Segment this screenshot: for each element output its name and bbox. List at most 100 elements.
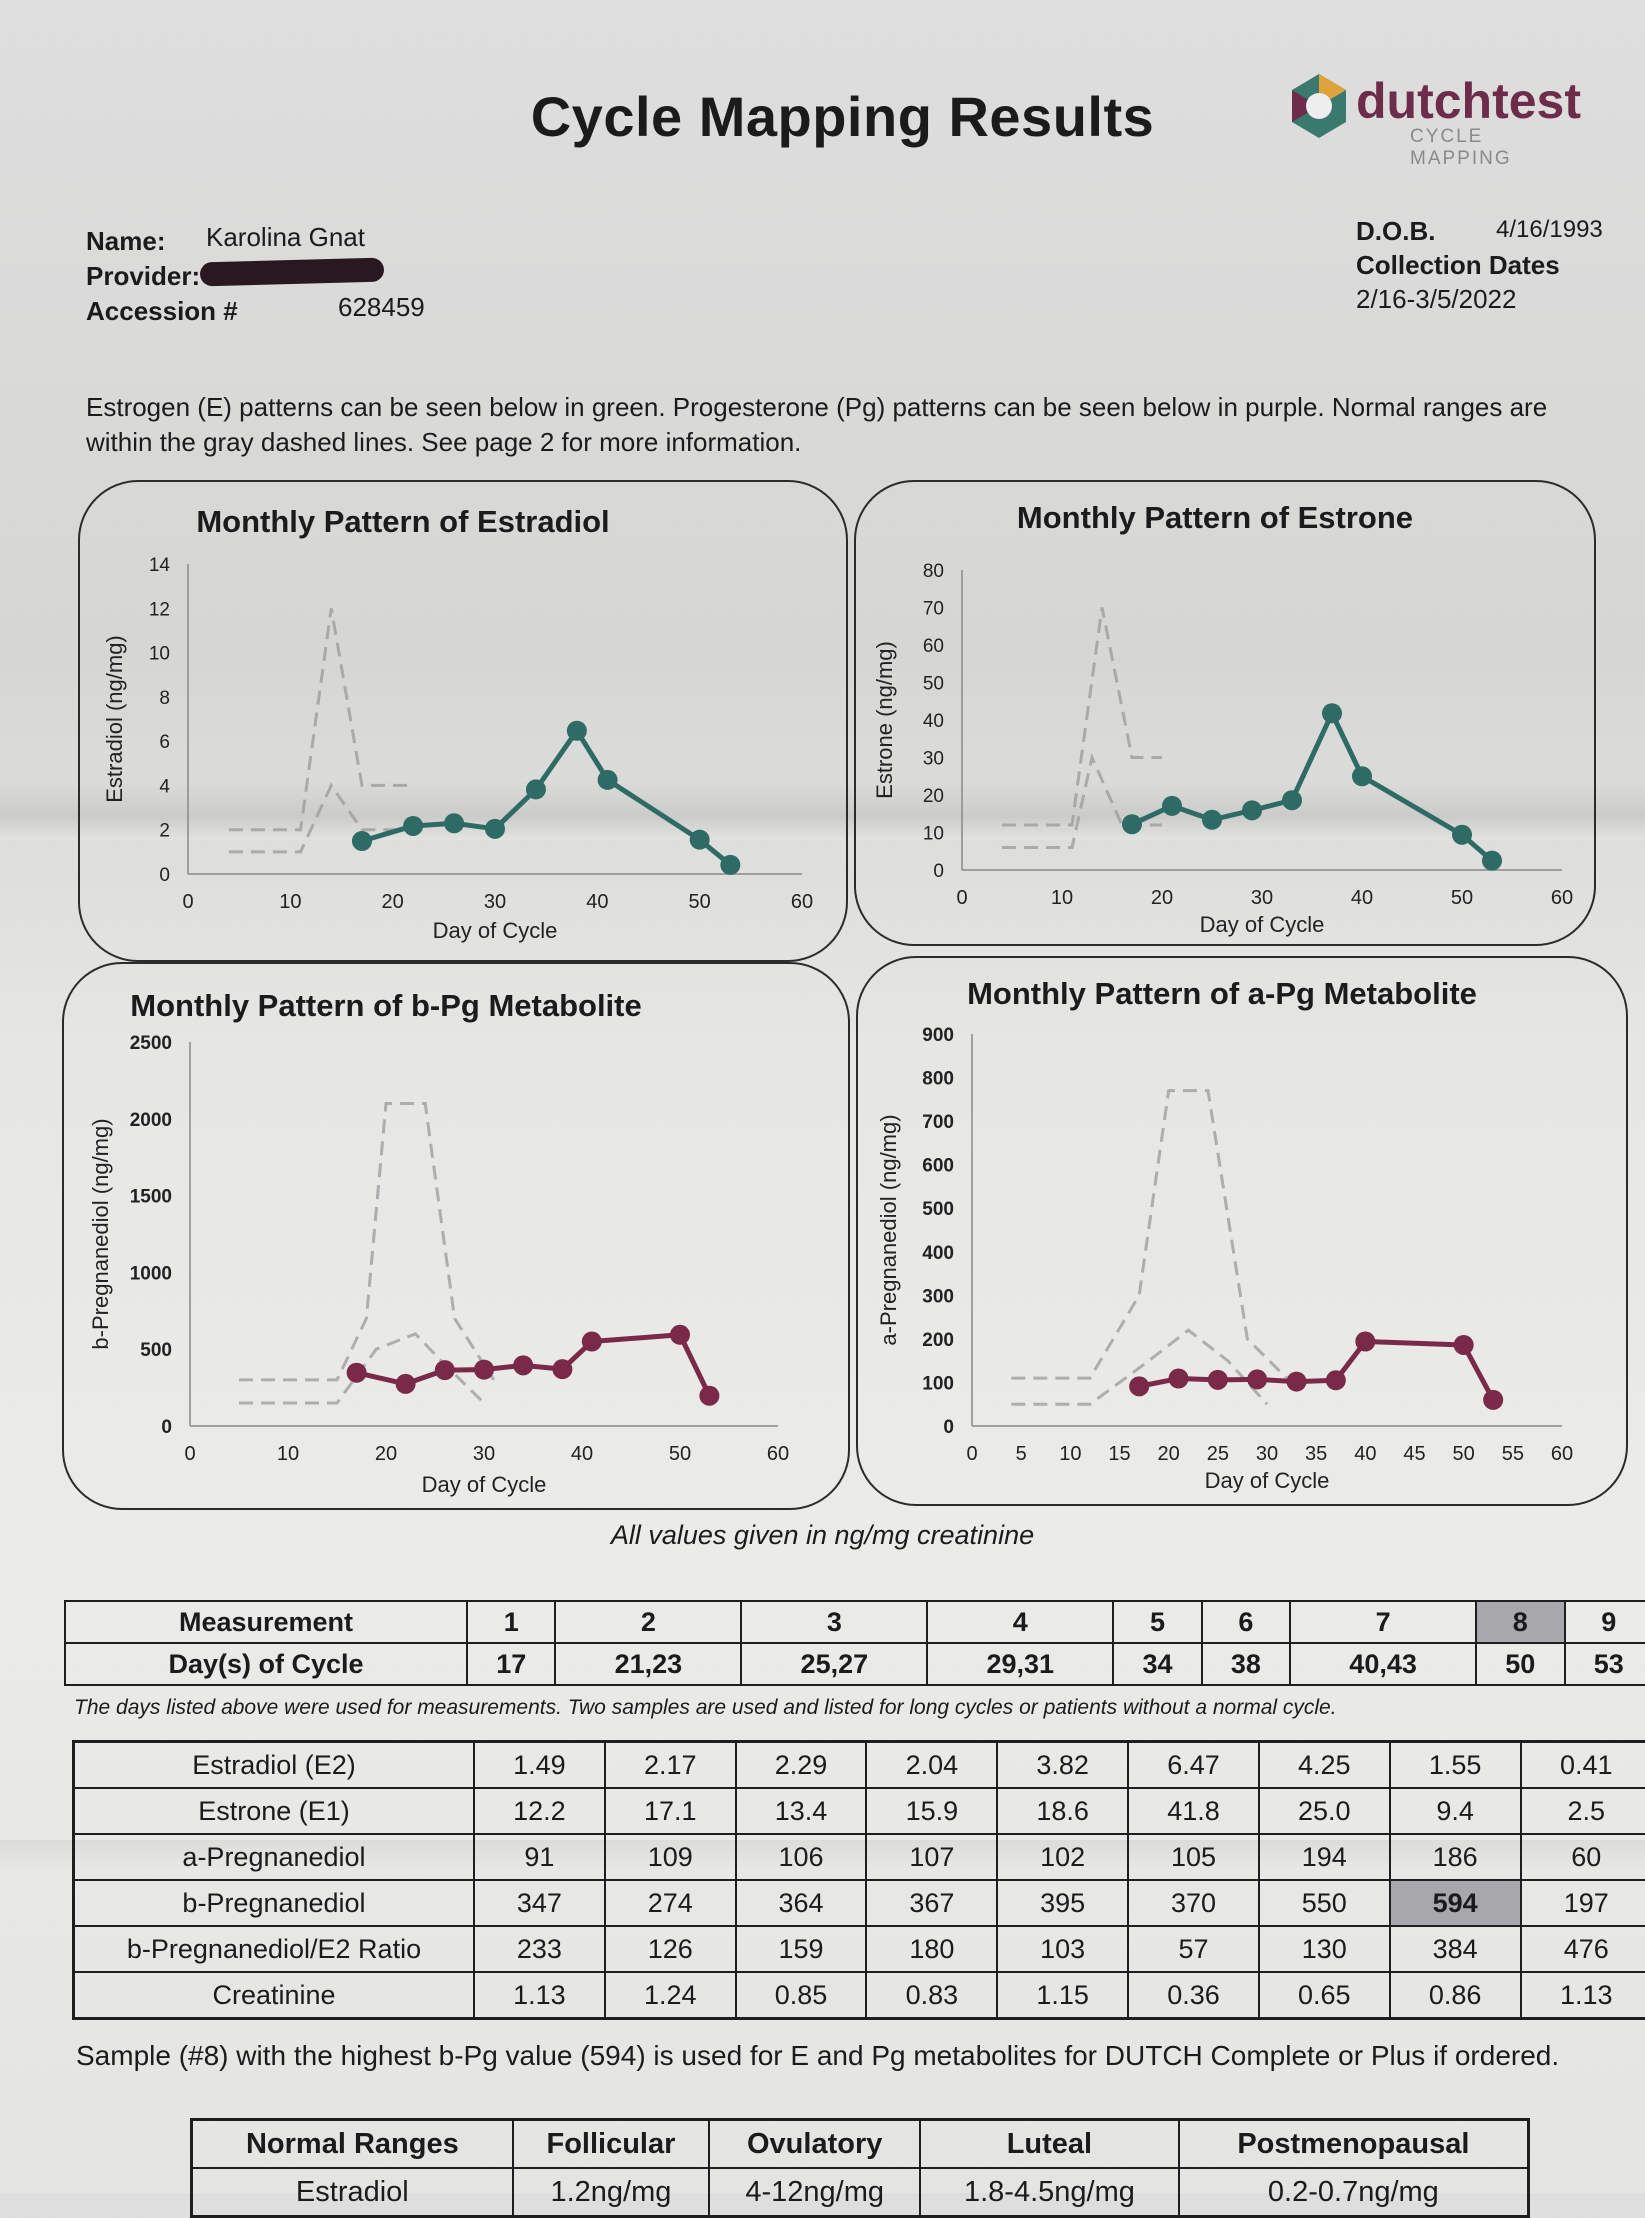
data-point [567,721,587,741]
table-cell: 1.8-4.5ng/mg [920,2168,1179,2217]
table-cell: 126 [605,1926,736,1972]
data-point [552,1359,572,1379]
table-cell: 9 [1565,1601,1645,1643]
y-tick-label: 20 [923,786,944,807]
table-cell: 1 [467,1601,555,1643]
table-cell: 9.4 [1390,1788,1521,1834]
data-point [1122,814,1142,834]
table-cell: 194 [1259,1834,1390,1880]
x-tick-label: 20 [1151,887,1173,909]
table-cell: 3 [741,1601,927,1643]
collection-label: Collection Dates [1356,250,1560,281]
y-tick-label: 40 [923,711,944,732]
x-tick-label: 15 [1108,1443,1130,1465]
table-cell: 15.9 [866,1788,997,1834]
table-cell: 107 [866,1834,997,1880]
x-axis-label: Day of Cycle [422,1472,547,1497]
y-tick-label: 500 [140,1340,172,1361]
table-cell: 17.1 [605,1788,736,1834]
table-cell: 50 [1476,1643,1564,1685]
x-tick-label: 60 [767,1443,789,1465]
x-tick-label: 10 [279,891,301,913]
y-tick-label: 0 [943,1417,954,1438]
table-cell: 13.4 [736,1788,867,1834]
table-cell: 1.2ng/mg [513,2168,710,2217]
table-cell: Day(s) of Cycle [65,1643,467,1685]
y-tick-label: 30 [923,749,944,770]
table-header-row: Normal Ranges Follicular Ovulatory Lutea… [192,2120,1529,2169]
table-cell: 0.2-0.7ng/mg [1179,2168,1529,2217]
table-cell: 1.15 [997,1972,1128,2019]
y-tick-label: 4 [159,776,170,797]
x-tick-label: 50 [689,891,711,913]
y-tick-label: 900 [922,1025,954,1046]
table-cell: 130 [1259,1926,1390,1972]
x-tick-label: 55 [1502,1443,1524,1465]
table-cell: 1.24 [605,1972,736,2019]
data-point [1129,1376,1149,1396]
logo-subtitle: CYCLE MAPPING [1410,126,1588,170]
x-tick-label: 40 [1354,1443,1376,1465]
x-axis-label: Day of Cycle [433,918,558,943]
y-axis-label: a-Pregnanediol (ng/mg) [876,1114,901,1345]
table-cell: 0.83 [866,1972,997,2019]
y-tick-label: 70 [923,599,944,620]
table-cell: 274 [605,1880,736,1926]
patient-name: Karolina Gnat [206,222,365,253]
normal-range-line [1011,1091,1286,1378]
provider-label: Provider: [86,261,200,292]
table-cell: Estradiol [192,2168,513,2217]
y-tick-label: 2000 [130,1110,172,1131]
y-axis-label: Estrone (ng/mg) [872,641,897,799]
table-cell: 0.65 [1259,1972,1390,2019]
days-note: The days listed above were used for meas… [74,1696,1337,1720]
data-point [1454,1335,1474,1355]
table-cell: 29,31 [927,1643,1113,1685]
y-tick-label: 12 [149,599,170,620]
normal-range-line [229,785,413,851]
y-tick-label: 2 [159,821,170,842]
table-cell: 197 [1521,1880,1645,1926]
data-point [444,813,464,833]
series-line [1139,1342,1493,1400]
table-cell: 105 [1128,1834,1259,1880]
y-axis-label: Estradiol (ng/mg) [102,635,127,803]
y-tick-label: 600 [922,1156,954,1177]
x-tick-label: 40 [1351,887,1373,909]
data-point [352,831,372,851]
table-cell: 347 [474,1880,605,1926]
table-row: Measurement 1 2 3 4 5 6 7 8 9 [65,1601,1645,1643]
table-cell: 34 [1113,1643,1201,1685]
table-cell: 38 [1202,1643,1290,1685]
y-tick-label: 1500 [130,1187,172,1208]
y-tick-label: 10 [149,644,170,665]
dutchtest-logo: dutchtest CYCLE MAPPING [1288,70,1588,150]
x-tick-label: 30 [1251,887,1273,909]
data-point [1169,1369,1189,1389]
table-cell: 57 [1128,1926,1259,1972]
y-tick-label: 100 [922,1373,954,1394]
table-cell: 2 [555,1601,741,1643]
table-cell: 367 [866,1880,997,1926]
data-point [1242,800,1262,820]
table-cell: 7 [1290,1601,1476,1643]
series-line [1132,713,1492,860]
data-point [582,1332,602,1352]
x-tick-label: 20 [382,891,404,913]
y-tick-label: 8 [159,688,170,709]
x-tick-label: 0 [184,1443,195,1465]
accession-label: Accession # [86,296,238,327]
data-point [526,779,546,799]
y-tick-label: 700 [922,1112,954,1133]
table-cell: 364 [736,1880,867,1926]
x-tick-label: 0 [966,1443,977,1465]
table-cell: 25,27 [741,1643,927,1685]
x-tick-label: 20 [1158,1443,1180,1465]
y-tick-label: 10 [923,824,944,845]
table-cell: 106 [736,1834,867,1880]
table-cell: 370 [1128,1880,1259,1926]
table-header: Luteal [920,2120,1179,2169]
